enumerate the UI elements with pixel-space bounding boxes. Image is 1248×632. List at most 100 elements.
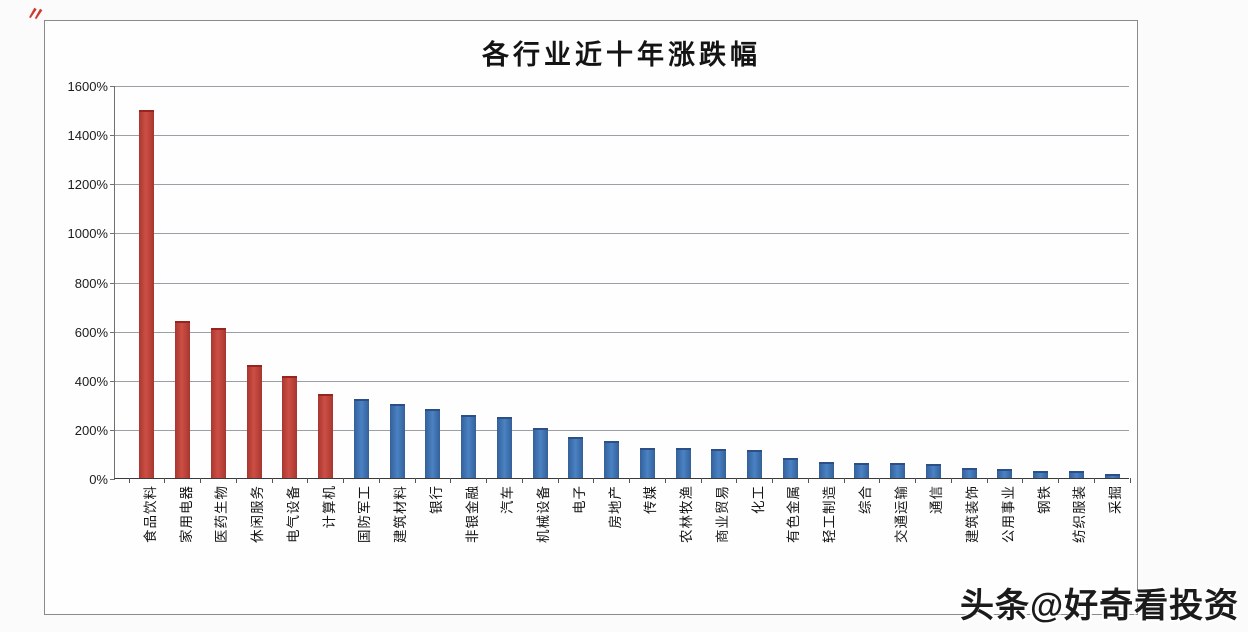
x-axis-tick — [1093, 478, 1095, 483]
x-label-cell: 轻工制造 — [807, 485, 843, 597]
x-label-cell: 农林牧渔 — [664, 485, 700, 597]
bar-机械设备 — [532, 428, 548, 478]
x-axis-tick — [307, 478, 309, 483]
x-label-cell: 有色金属 — [772, 485, 808, 597]
bar-slot — [558, 86, 594, 478]
x-tick-label: 电子 — [571, 485, 587, 514]
x-axis-tick — [450, 478, 452, 483]
bar-slot — [665, 86, 701, 478]
bar-slot — [701, 86, 737, 478]
x-label-cell: 交通运输 — [879, 485, 915, 597]
x-tick-label: 传媒 — [643, 485, 659, 514]
bar-slot — [451, 86, 487, 478]
x-tick-label: 轻工制造 — [822, 485, 838, 543]
x-axis-tick — [915, 478, 916, 483]
x-axis-tick — [343, 478, 344, 483]
bar-slot — [1059, 86, 1095, 478]
bar-国防军工 — [353, 399, 369, 478]
bar-计算机 — [318, 394, 334, 478]
x-label-cell: 化工 — [736, 485, 772, 597]
x-label-cell: 计算机 — [307, 485, 343, 597]
bar-slot — [773, 86, 809, 478]
x-label-cell: 综合 — [843, 485, 879, 597]
gridline — [115, 380, 1129, 382]
bar-农林牧渔 — [675, 448, 691, 478]
x-axis-tick — [521, 478, 523, 483]
bar-综合 — [854, 463, 870, 478]
plot-area — [110, 86, 1131, 483]
x-axis-tick — [235, 478, 237, 483]
x-tick-label: 非银金融 — [464, 485, 480, 543]
x-tick-label: 国防军工 — [357, 485, 373, 543]
bar-房地产 — [604, 441, 620, 478]
y-tick-label: 400% — [74, 373, 108, 389]
x-axis-tick — [700, 478, 702, 483]
bars-layer — [129, 86, 1130, 478]
bar-slot — [808, 86, 844, 478]
x-label-cell: 国防军工 — [343, 485, 379, 597]
x-axis-tick — [843, 478, 845, 483]
bar-有色金属 — [782, 458, 798, 478]
x-axis-tick — [378, 478, 380, 483]
bar-商业贸易 — [711, 449, 727, 478]
x-label-cell: 汽车 — [486, 485, 522, 597]
x-tick-label: 建筑装饰 — [965, 485, 981, 543]
y-tick-label: 1200% — [67, 177, 108, 193]
x-label-cell: 通信 — [915, 485, 951, 597]
y-axis-tick — [110, 86, 115, 87]
x-label-cell: 食品饮料 — [128, 485, 164, 597]
x-axis-tick — [772, 478, 773, 483]
x-label-cell: 传媒 — [629, 485, 665, 597]
x-axis-tick — [1129, 478, 1131, 483]
x-axis-tick — [629, 478, 630, 483]
y-tick-label: 1000% — [67, 226, 108, 242]
x-label-cell: 电子 — [557, 485, 593, 597]
x-axis-tick — [950, 478, 952, 483]
x-axis-tick — [807, 478, 809, 483]
x-axis-tick — [593, 478, 595, 483]
x-label-cell: 商业贸易 — [700, 485, 736, 597]
x-axis-tick — [736, 478, 738, 483]
bar-slot — [344, 86, 380, 478]
bar-slot — [630, 86, 666, 478]
bar-纺织服装 — [1068, 471, 1084, 478]
x-axis-tick — [879, 478, 881, 483]
bar-slot — [594, 86, 630, 478]
x-tick-label: 建筑材料 — [393, 485, 409, 543]
x-tick-label: 电气设备 — [285, 485, 301, 543]
bar-slot — [880, 86, 916, 478]
bar-非银金融 — [461, 415, 477, 478]
x-axis-tick — [271, 478, 273, 483]
gridline — [115, 184, 1129, 186]
x-tick-label: 钢铁 — [1036, 485, 1052, 514]
bar-slot — [487, 86, 523, 478]
x-tick-label: 休闲服务 — [250, 485, 266, 543]
x-tick-label: 有色金属 — [786, 485, 802, 543]
x-tick-label: 房地产 — [607, 485, 623, 529]
y-axis-tick — [110, 479, 115, 480]
bar-slot — [522, 86, 558, 478]
y-axis-tick — [110, 184, 115, 186]
y-tick-label: 1400% — [67, 128, 108, 144]
x-tick-label: 公用事业 — [1000, 485, 1016, 543]
x-tick-label: 农林牧渔 — [679, 485, 695, 543]
x-axis-tick — [1022, 478, 1024, 483]
y-tick-label: 1600% — [67, 79, 108, 94]
x-tick-label: 医药生物 — [214, 485, 230, 543]
bar-slot — [1023, 86, 1059, 478]
x-tick-label: 银行 — [428, 485, 444, 514]
bar-slot — [844, 86, 880, 478]
bar-slot — [916, 86, 952, 478]
gridline — [115, 331, 1129, 333]
bar-银行 — [425, 409, 441, 478]
bar-化工 — [747, 450, 763, 478]
bar-公用事业 — [997, 469, 1013, 478]
bar-建筑装饰 — [961, 468, 977, 478]
bar-slot — [951, 86, 987, 478]
x-tick-label: 汽车 — [500, 485, 516, 514]
x-tick-label: 食品饮料 — [142, 485, 158, 543]
bar-电子 — [568, 437, 584, 478]
x-tick-label: 纺织服装 — [1072, 485, 1088, 543]
bar-slot — [201, 86, 237, 478]
bar-slot — [165, 86, 201, 478]
